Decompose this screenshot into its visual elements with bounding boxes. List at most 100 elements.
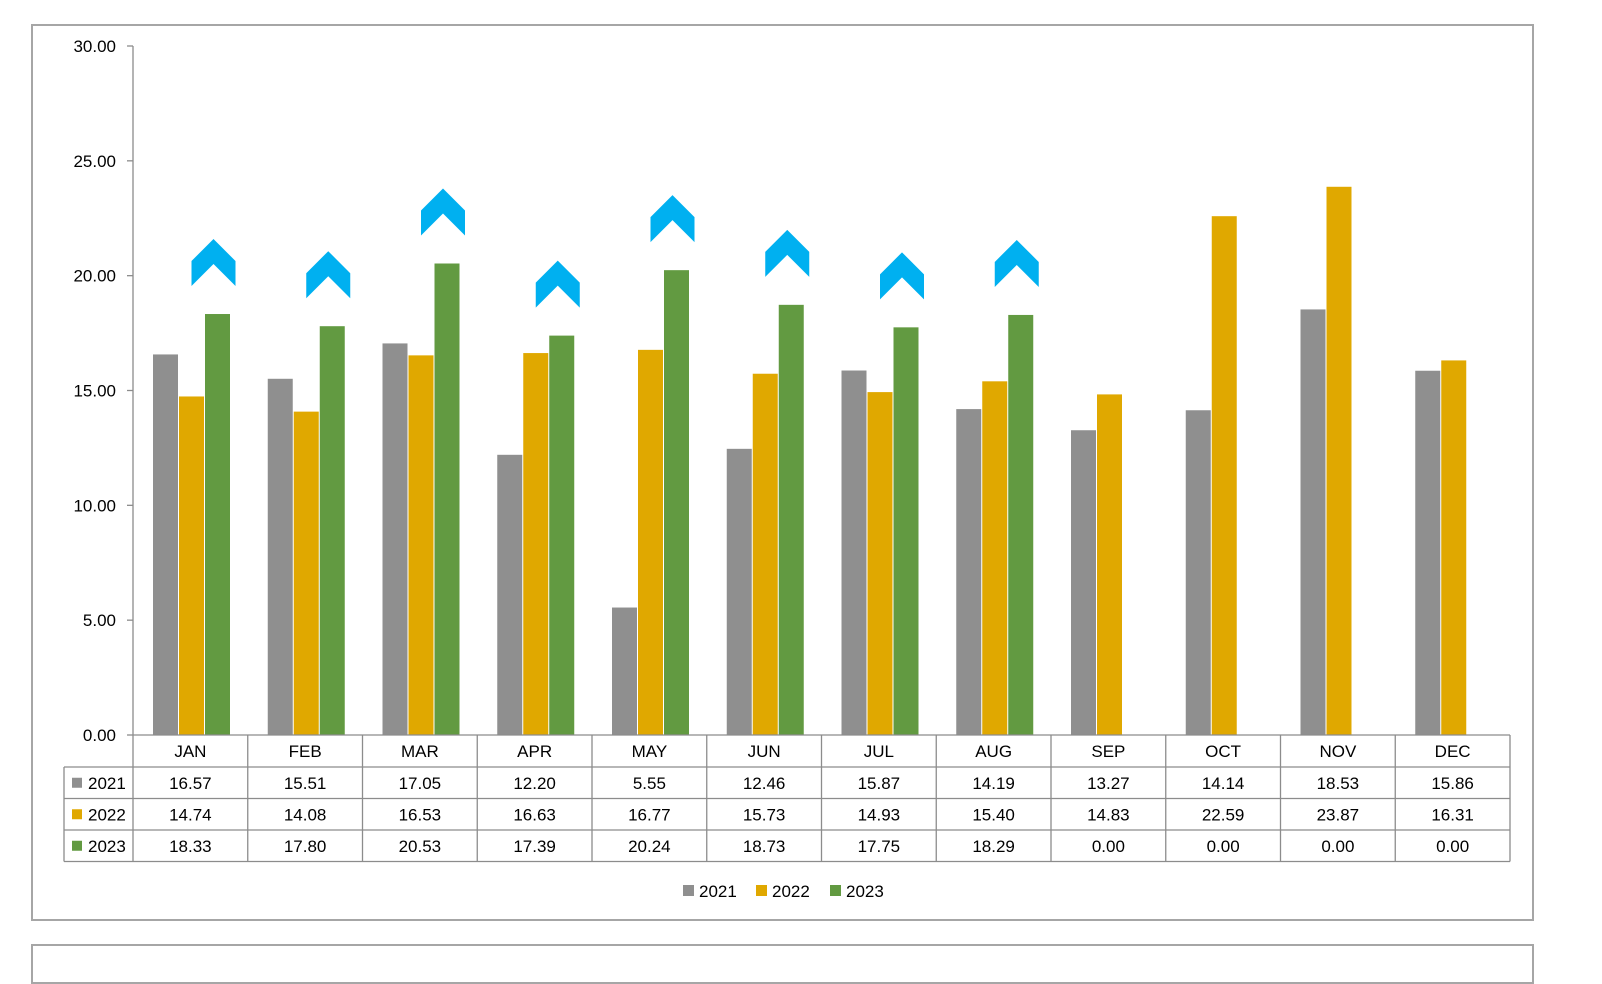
data-label-2021-apr: 12.20 — [513, 774, 556, 793]
bar-2021-aug — [956, 409, 982, 735]
chevron-up-icon — [880, 252, 924, 300]
x-tick-label: DEC — [1435, 742, 1471, 761]
data-label-2023-aug: 18.29 — [972, 837, 1015, 856]
legend-label-2021: 2021 — [699, 882, 737, 901]
data-label-2021-nov: 18.53 — [1317, 774, 1360, 793]
table-series-label: 2023 — [88, 837, 126, 856]
bar-2021-sep — [1071, 430, 1096, 735]
data-label-2022-oct: 22.59 — [1202, 805, 1245, 824]
data-label-2023-jul: 17.75 — [858, 837, 901, 856]
bar-2022-oct — [1211, 216, 1237, 736]
data-label-2021-feb: 15.51 — [284, 774, 327, 793]
data-label-2021-mar: 17.05 — [399, 774, 442, 793]
data-label-2022-sep: 14.83 — [1087, 805, 1130, 824]
x-tick-label: JAN — [174, 742, 206, 761]
x-tick-label: JUN — [748, 742, 781, 761]
data-label-2023-jan: 18.33 — [169, 837, 212, 856]
bar-2023-jan — [205, 314, 230, 735]
bar-2022-nov — [1326, 186, 1352, 736]
bar-2022-mar — [408, 355, 434, 735]
chevron-up-icon — [421, 188, 465, 236]
data-label-2023-jun: 18.73 — [743, 837, 786, 856]
table-series-label: 2022 — [88, 805, 126, 824]
data-label-2021-jan: 16.57 — [169, 774, 212, 793]
data-label-2023-apr: 17.39 — [513, 837, 556, 856]
data-label-2023-feb: 17.80 — [284, 837, 327, 856]
bar-2021-apr — [497, 454, 523, 735]
x-tick-label: NOV — [1319, 742, 1357, 761]
chart-frame — [31, 24, 1534, 921]
data-label-2022-mar: 16.53 — [399, 805, 442, 824]
bar-2022-sep — [1097, 394, 1122, 735]
y-tick-label: 30.00 — [73, 37, 116, 56]
data-label-2022-apr: 16.63 — [513, 805, 556, 824]
y-tick-label: 20.00 — [73, 267, 116, 286]
chevron-up-icon — [535, 260, 580, 308]
chevron-up-icon — [306, 251, 351, 299]
legend-label-2022: 2022 — [772, 882, 810, 901]
legend-swatch-2022 — [756, 885, 767, 896]
data-label-2022-may: 16.77 — [628, 805, 671, 824]
y-tick-label: 5.00 — [83, 611, 116, 630]
data-label-2021-dec: 15.86 — [1431, 774, 1474, 793]
bar-2022-jan — [179, 396, 204, 735]
data-label-2023-dec: 0.00 — [1436, 837, 1469, 856]
bar-2021-oct — [1185, 410, 1211, 735]
legend-key-2023 — [72, 840, 82, 851]
data-label-2021-aug: 14.19 — [972, 774, 1015, 793]
x-tick-label: SEP — [1091, 742, 1125, 761]
y-tick-label: 0.00 — [83, 726, 116, 745]
bar-2022-jun — [752, 373, 778, 735]
legend-swatch-2021 — [683, 885, 694, 896]
x-tick-label: OCT — [1205, 742, 1241, 761]
y-tick-label: 10.00 — [73, 496, 116, 515]
data-label-2021-may: 5.55 — [633, 774, 666, 793]
bar-2021-dec — [1415, 370, 1441, 735]
x-tick-label: MAY — [632, 742, 668, 761]
bar-2021-feb — [267, 378, 293, 735]
data-label-2023-may: 20.24 — [628, 837, 671, 856]
bar-2022-aug — [982, 381, 1008, 735]
bar-2023-mar — [434, 263, 460, 735]
bar-2021-nov — [1300, 309, 1326, 735]
bar-2021-may — [612, 607, 637, 735]
x-tick-label: AUG — [975, 742, 1012, 761]
x-tick-label: FEB — [289, 742, 322, 761]
bar-2022-jul — [867, 392, 893, 735]
bar-2021-jul — [841, 370, 867, 735]
bar-2023-jun — [778, 304, 804, 735]
data-label-2022-feb: 14.08 — [284, 805, 327, 824]
bar-2021-mar — [382, 343, 408, 735]
data-label-2022-jul: 14.93 — [858, 805, 901, 824]
bar-2022-apr — [523, 353, 549, 735]
data-label-2022-jan: 14.74 — [169, 805, 212, 824]
data-label-2022-nov: 23.87 — [1317, 805, 1360, 824]
chevron-up-icon — [765, 229, 810, 277]
y-tick-label: 25.00 — [73, 152, 116, 171]
data-label-2021-oct: 14.14 — [1202, 774, 1245, 793]
x-tick-label: APR — [517, 742, 552, 761]
data-label-2021-jul: 15.87 — [858, 774, 901, 793]
chevron-up-icon — [994, 239, 1039, 287]
legend-key-2022 — [72, 809, 82, 820]
data-label-2021-sep: 13.27 — [1087, 774, 1130, 793]
x-tick-label: MAR — [401, 742, 439, 761]
data-label-2023-mar: 20.53 — [399, 837, 442, 856]
bar-2023-jul — [893, 327, 919, 735]
data-label-2022-jun: 15.73 — [743, 805, 786, 824]
data-label-2023-oct: 0.00 — [1207, 837, 1240, 856]
data-label-2023-nov: 0.00 — [1321, 837, 1354, 856]
legend-swatch-2023 — [830, 885, 841, 896]
bar-2023-may — [664, 270, 689, 735]
legend-label-2023: 2023 — [846, 882, 884, 901]
bar-2023-aug — [1008, 314, 1034, 735]
bar-2023-feb — [319, 326, 345, 735]
x-tick-label: JUL — [864, 742, 894, 761]
chevron-up-icon — [191, 239, 236, 287]
data-label-2022-dec: 16.31 — [1431, 805, 1474, 824]
data-label-2023-sep: 0.00 — [1092, 837, 1125, 856]
bar-2022-dec — [1441, 360, 1467, 735]
y-tick-label: 15.00 — [73, 382, 116, 401]
bar-2022-may — [638, 349, 663, 735]
